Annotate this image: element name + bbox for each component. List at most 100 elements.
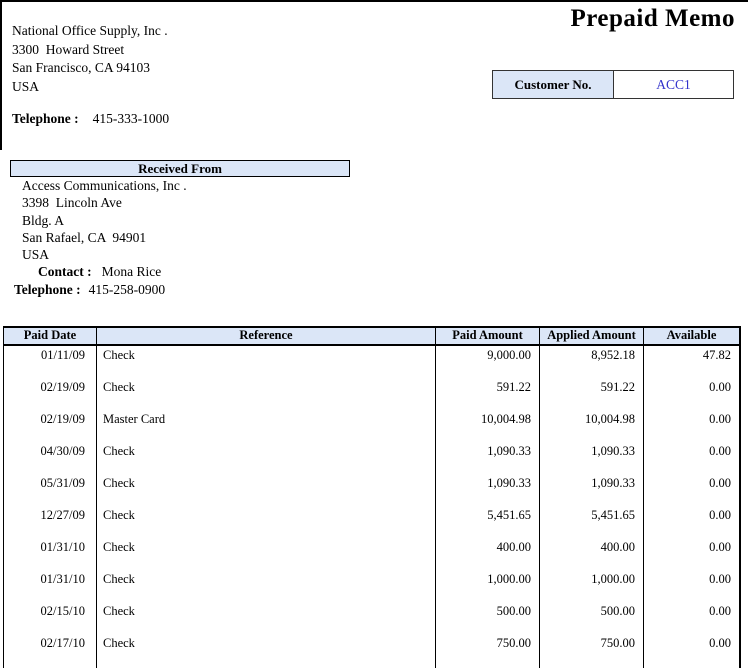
received-from-telephone-line: Telephone : 415-258-0900 [14, 281, 187, 298]
cell-reference: Check [97, 378, 436, 410]
received-from-contact-line: Contact : Mona Rice [38, 263, 187, 280]
cell-reference: Check [97, 442, 436, 474]
company-city: San Francisco, CA 94103 [12, 60, 150, 75]
cell-available: 47.82 [644, 346, 741, 378]
column-header-applied-amount: Applied Amount [540, 328, 644, 344]
table-row: 02/19/09 Master Card 10,004.98 10,004.98 0.0… [4, 410, 741, 442]
column-header-available: Available [644, 328, 741, 344]
received-from-city: San Rafael, CA 94901 [22, 229, 147, 245]
report-title: Prepaid Memo [570, 5, 735, 32]
cell-paid-amount: 9,000.00 [436, 346, 540, 378]
cell-paid-date: 04/30/09 [4, 442, 97, 474]
cell-paid-amount: 400.00 [436, 538, 540, 570]
received-from-telephone-label: Telephone : [14, 281, 81, 297]
contact-label: Contact : [38, 264, 92, 280]
column-header-paid-date: Paid Date [4, 328, 97, 344]
received-from-building: Bldg. A [22, 212, 65, 228]
cell-paid-amount: 591.22 [436, 378, 540, 410]
cell-paid-amount: 750.00 [436, 634, 540, 666]
cell-available: 0.00 [644, 570, 741, 602]
top-border-line [0, 0, 748, 2]
cell-available: 0.00 [644, 506, 741, 538]
cell-available: 0.00 [644, 602, 741, 634]
table-filler-row [4, 666, 741, 668]
cell-paid-amount: 1,090.33 [436, 442, 540, 474]
cell-reference: Check [97, 602, 436, 634]
cell-available: 0.00 [644, 378, 741, 410]
table-row: 02/15/10 Check 500.00 500.00 0.00 [4, 602, 741, 634]
cell-empty [540, 666, 644, 668]
cell-empty [644, 666, 741, 668]
cell-available: 0.00 [644, 474, 741, 506]
cell-paid-amount: 500.00 [436, 602, 540, 634]
cell-paid-date: 02/19/09 [4, 378, 97, 410]
received-from-telephone-value: 415-258-0900 [88, 281, 166, 297]
cell-applied-amount: 1,090.33 [540, 442, 644, 474]
company-street: 3300 Howard Street [12, 41, 125, 57]
received-from-street: 3398 Lincoln Ave [22, 195, 122, 211]
cell-paid-date: 02/15/10 [4, 602, 97, 634]
cell-reference: Check [97, 538, 436, 570]
cell-applied-amount: 1,000.00 [540, 570, 644, 602]
table-row: 05/31/09 Check 1,090.33 1,090.33 0.00 [4, 474, 741, 506]
cell-paid-date: 01/31/10 [4, 538, 97, 570]
cell-paid-amount: 10,004.98 [436, 410, 540, 442]
cell-applied-amount: 8,952.18 [540, 346, 644, 378]
cell-available: 0.00 [644, 442, 741, 474]
cell-reference: Master Card [97, 410, 436, 442]
cell-available: 0.00 [644, 634, 741, 666]
cell-reference: Check [97, 570, 436, 602]
customer-no-box: Customer No. ACC1 [492, 70, 734, 99]
cell-empty [436, 666, 540, 668]
table-header-row: Paid Date Reference Paid Amount Applied … [4, 326, 741, 346]
cell-applied-amount: 400.00 [540, 538, 644, 570]
cell-paid-date: 05/31/09 [4, 474, 97, 506]
cell-reference: Check [97, 346, 436, 378]
company-country: USA [12, 78, 40, 94]
contact-value: Mona Rice [101, 264, 162, 280]
cell-paid-amount: 1,000.00 [436, 570, 540, 602]
company-address-block: National Office Supply, Inc . 3300 Howar… [12, 22, 168, 96]
cell-reference: Check [97, 634, 436, 666]
cell-applied-amount: 750.00 [540, 634, 644, 666]
cell-reference: Check [97, 474, 436, 506]
table-row: 01/11/09 Check 9,000.00 8,952.18 47.82 [4, 346, 741, 378]
table-row: 02/19/09 Check 591.22 591.22 0.00 [4, 378, 741, 410]
customer-no-label: Customer No. [493, 71, 614, 98]
company-name: National Office Supply, Inc . [12, 23, 168, 38]
cell-applied-amount: 1,090.33 [540, 474, 644, 506]
cell-paid-date: 01/31/10 [4, 570, 97, 602]
cell-available: 0.00 [644, 538, 741, 570]
company-telephone-value: 415-333-1000 [92, 111, 170, 126]
cell-empty [97, 666, 436, 668]
received-from-name: Access Communications, Inc . [22, 178, 187, 193]
prepaid-table: Paid Date Reference Paid Amount Applied … [3, 326, 741, 668]
received-from-header: Received From [10, 160, 350, 177]
cell-reference: Check [97, 506, 436, 538]
company-telephone-label: Telephone : [12, 111, 79, 126]
table-row: 01/31/10 Check 400.00 400.00 0.00 [4, 538, 741, 570]
cell-paid-date: 02/19/09 [4, 410, 97, 442]
cell-paid-date: 01/11/09 [4, 346, 97, 378]
customer-no-value[interactable]: ACC1 [656, 76, 691, 92]
cell-paid-amount: 5,451.65 [436, 506, 540, 538]
received-from-country: USA [22, 247, 50, 263]
cell-paid-amount: 1,090.33 [436, 474, 540, 506]
table-row: 04/30/09 Check 1,090.33 1,090.33 0.00 [4, 442, 741, 474]
table-body: 01/11/09 Check 9,000.00 8,952.18 47.82 02/19/… [4, 346, 741, 668]
cell-available: 0.00 [644, 410, 741, 442]
cell-applied-amount: 500.00 [540, 602, 644, 634]
left-border-line [0, 0, 2, 150]
cell-paid-date: 12/27/09 [4, 506, 97, 538]
table-row: 12/27/09 Check 5,451.65 5,451.65 0.00 [4, 506, 741, 538]
received-from-block: Access Communications, Inc . 3398 Lincol… [14, 177, 187, 298]
cell-paid-date: 02/17/10 [4, 634, 97, 666]
column-header-paid-amount: Paid Amount [436, 328, 540, 344]
cell-applied-amount: 5,451.65 [540, 506, 644, 538]
cell-empty [4, 666, 97, 668]
company-telephone-line: Telephone : 415-333-1000 [12, 111, 169, 127]
table-row: 02/17/10 Check 750.00 750.00 0.00 [4, 634, 741, 666]
cell-applied-amount: 591.22 [540, 378, 644, 410]
table-row: 01/31/10 Check 1,000.00 1,000.00 0.00 [4, 570, 741, 602]
